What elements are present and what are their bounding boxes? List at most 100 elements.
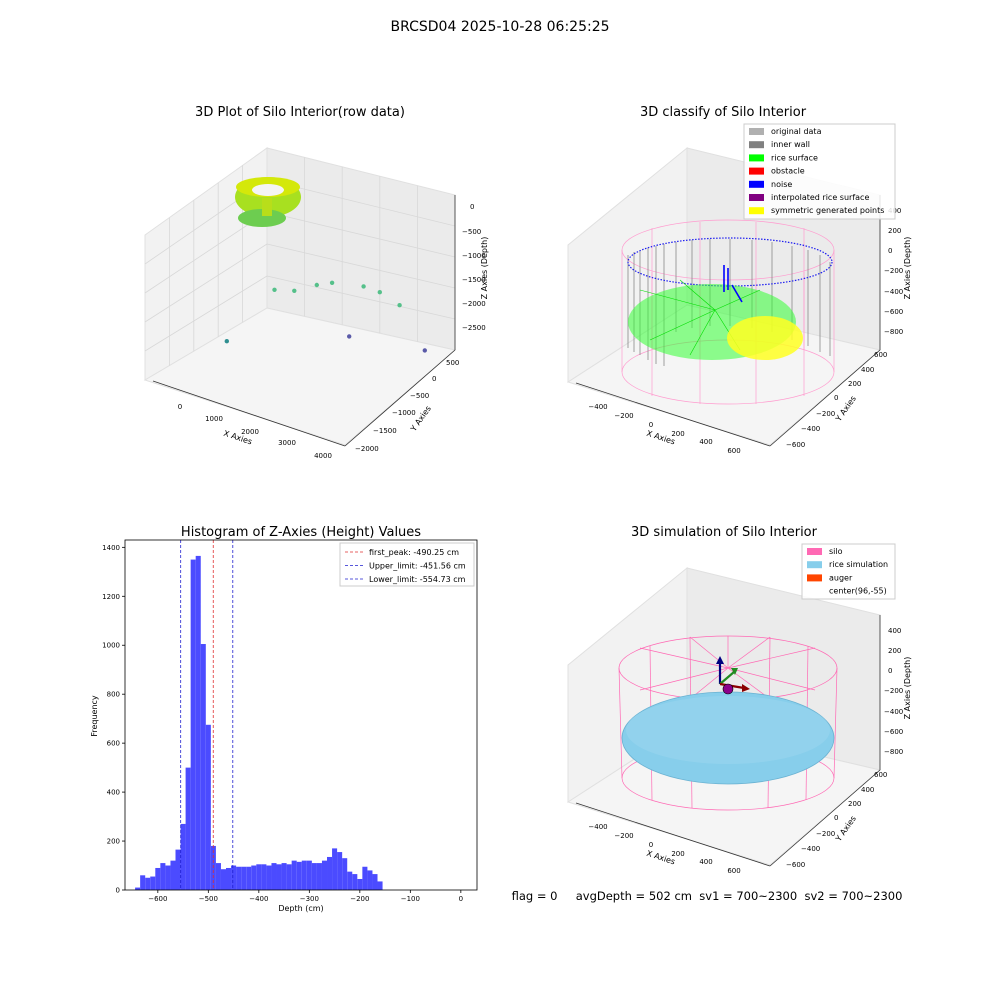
y-tick: −1000 <box>392 409 416 417</box>
histogram-bar <box>226 867 232 890</box>
scatter-point <box>292 288 297 293</box>
histogram-bar <box>140 875 146 890</box>
scatter-points-raw <box>224 280 427 353</box>
y-tick-label: 1000 <box>102 642 120 650</box>
z-tick: 200 <box>888 227 901 235</box>
x-ticks-histogram: −600 −500 −400 −300 −200 −100 0 <box>148 890 463 903</box>
scatter-point <box>361 284 366 289</box>
scatter-point <box>397 303 402 308</box>
legend-label: rice simulation <box>829 560 888 569</box>
histogram-bar <box>337 852 343 890</box>
histogram-bar <box>155 867 161 890</box>
z-tick: −600 <box>884 308 903 316</box>
histogram-bar <box>165 865 171 890</box>
histogram-bar <box>291 860 297 890</box>
z-axis-label-raw: Z Axies (Depth) <box>480 237 489 300</box>
y-tick-label: 0 <box>116 887 120 895</box>
y-tick: 400 <box>861 786 874 794</box>
reference-lines <box>180 540 234 890</box>
y-tick: 0 <box>432 375 436 383</box>
x-tick: 0 <box>649 841 653 849</box>
y-tick: −400 <box>801 425 820 433</box>
histogram-bar <box>296 861 302 890</box>
legend-label: obstacle <box>771 167 805 176</box>
legend-label: inner wall <box>771 140 810 149</box>
z-tick: −800 <box>884 748 903 756</box>
y-tick: −1500 <box>373 427 397 435</box>
y-tick-label: 800 <box>107 691 120 699</box>
y-tick: −600 <box>786 441 805 449</box>
grid-line <box>266 211 456 258</box>
z-tick: −200 <box>884 687 903 695</box>
auger-arrow-x <box>742 684 750 692</box>
x-axis-line-simulation <box>575 802 771 867</box>
y-axis-line-classify <box>769 349 881 447</box>
legend-entries-simulation: silo rice simulation auger center(96,-55) <box>807 547 888 596</box>
x-ticks-raw: 0 1000 2000 3000 4000 <box>178 403 332 460</box>
legend-box <box>743 123 896 220</box>
x-tick: 600 <box>727 867 740 875</box>
legend-label: noise <box>771 180 792 189</box>
histogram-bar <box>195 555 201 890</box>
y-tick: 400 <box>861 366 874 374</box>
legend-label: Upper_limit: -451.56 cm <box>369 562 466 571</box>
legend-swatch <box>749 180 764 188</box>
y-tick: 0 <box>834 814 838 822</box>
noise-cluster-classify <box>723 265 743 303</box>
legend-label: silo <box>829 547 843 556</box>
status-line: flag = 0 avgDepth = 502 cm sv1 = 700~230… <box>512 889 903 903</box>
histogram-bar <box>236 866 242 890</box>
histogram-bar <box>180 823 186 890</box>
legend-swatch <box>749 154 764 162</box>
scatter-point <box>347 334 352 339</box>
legend-swatch <box>749 207 764 215</box>
z-tick: 400 <box>888 627 901 635</box>
z-ticks-simulation: 400 200 0 −200 −400 −600 −800 <box>884 627 903 756</box>
histogram-bar <box>261 864 267 890</box>
z-tick: −800 <box>884 328 903 336</box>
histogram-bar <box>256 864 262 890</box>
histogram-bars <box>135 555 383 890</box>
grid-line <box>144 275 268 352</box>
y-axis-line-raw <box>344 349 456 447</box>
histogram-bar <box>271 863 277 890</box>
y-tick-label: 1200 <box>102 593 120 601</box>
x-ticks-simulation: −400 −200 0 200 400 600 <box>588 823 740 875</box>
z-tick: 0 <box>888 247 892 255</box>
x-axis-line-raw <box>152 380 346 447</box>
silo-wireframe-classify <box>621 219 835 405</box>
x-axis-line-classify <box>575 382 771 447</box>
z-tick: −200 <box>884 267 903 275</box>
scatter-point <box>272 287 277 292</box>
panel-simulation: 3D simulation of Silo Interior <box>512 525 912 903</box>
grid-line <box>144 211 268 294</box>
legend-swatch <box>749 141 764 149</box>
auger-arrow-y <box>731 668 738 675</box>
chart-title-raw: 3D Plot of Silo Interior(row data) <box>195 105 405 120</box>
histogram-bar <box>357 878 363 890</box>
histogram-bar <box>367 870 373 890</box>
symmetric-points-classify <box>727 316 803 360</box>
z-tick: −2500 <box>462 324 486 332</box>
z-tick: 200 <box>888 647 901 655</box>
histogram-bar <box>362 866 368 890</box>
cloud-bottom <box>238 209 286 227</box>
y-tick-label: 400 <box>107 789 120 797</box>
grid-line <box>266 243 456 289</box>
grid-line <box>144 243 268 323</box>
x-tick: −400 <box>588 823 607 831</box>
x-tick-label: −400 <box>249 895 268 903</box>
histogram-bar <box>215 863 221 890</box>
auger-center <box>722 683 734 695</box>
histogram-bar <box>241 866 247 890</box>
histogram-bar <box>205 724 211 890</box>
y-ticks-simulation: 600 400 200 0 −200 −400 −600 <box>786 771 887 869</box>
histogram-bar <box>286 864 292 890</box>
histogram-bar <box>281 863 287 890</box>
histogram-bar <box>160 863 166 890</box>
legend-histogram: first_peak: -490.25 cm Upper_limit: -451.… <box>339 542 475 587</box>
y-tick-label: 200 <box>107 838 120 846</box>
x-ticks-classify: −400 −200 0 200 400 600 <box>588 403 740 455</box>
histogram-bar <box>200 644 206 890</box>
z-tick: −1500 <box>462 276 486 284</box>
